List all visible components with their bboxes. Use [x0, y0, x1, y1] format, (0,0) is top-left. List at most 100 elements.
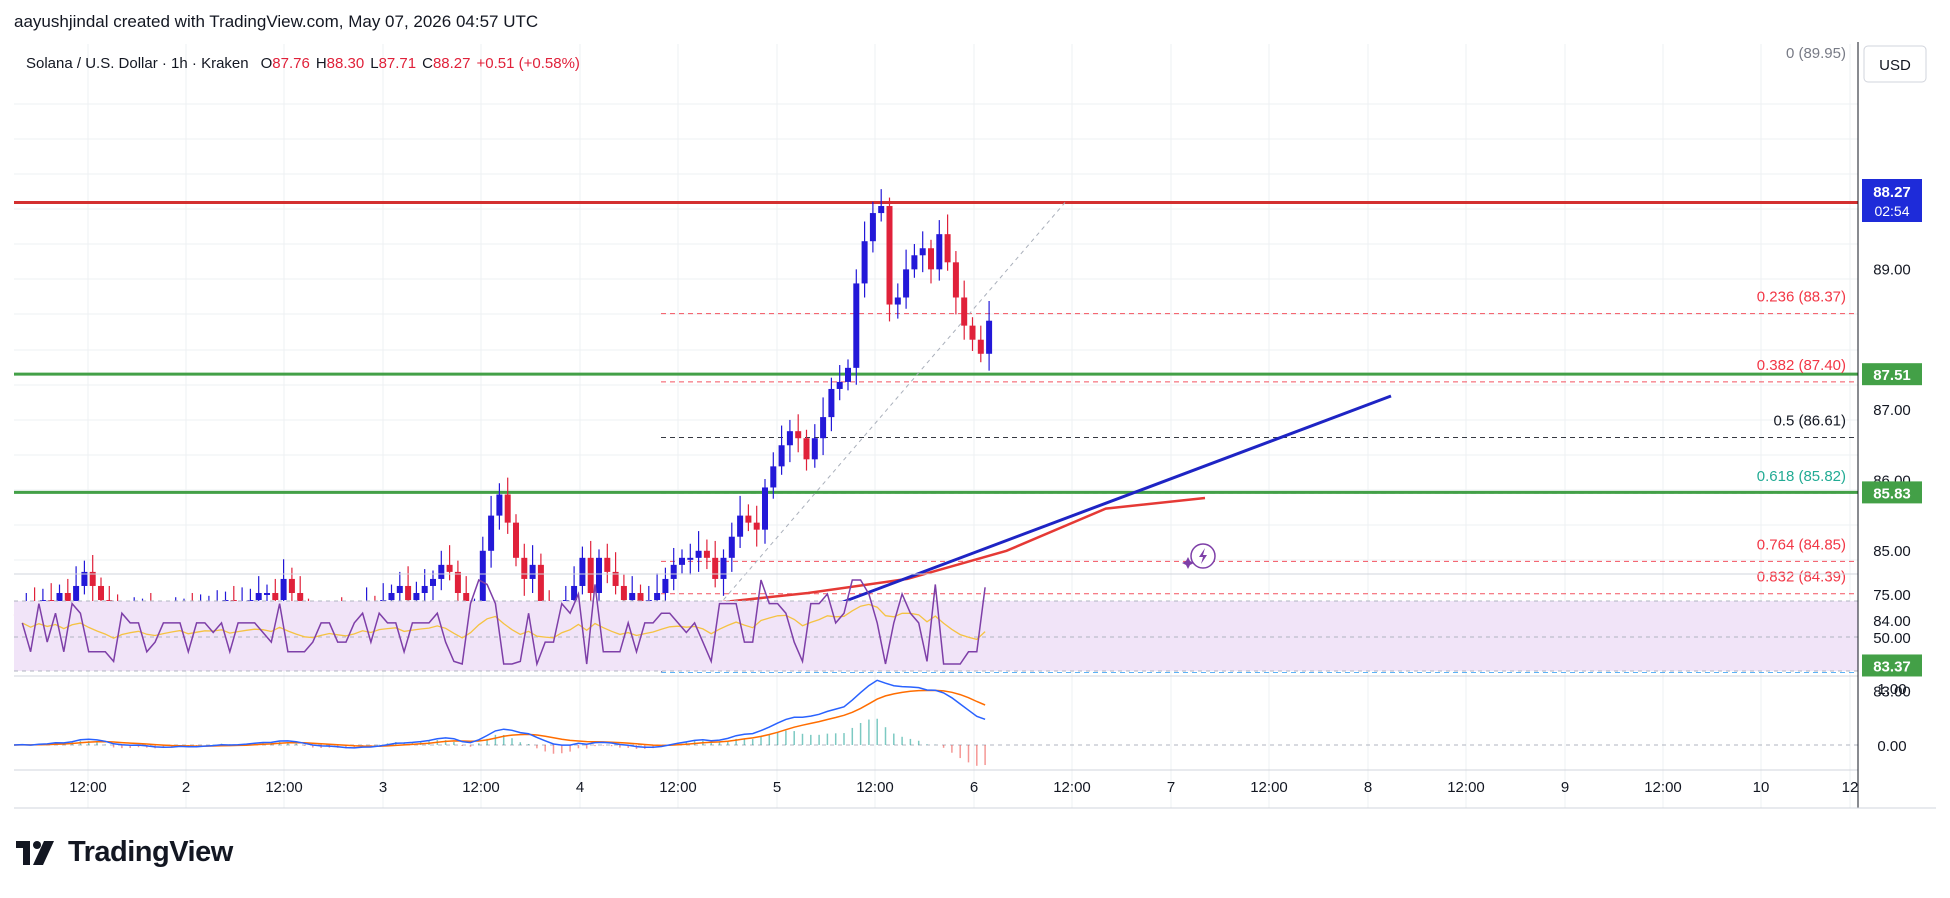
candle: [845, 367, 851, 382]
candle: [620, 585, 627, 601]
candle: [928, 248, 934, 270]
rsi-axis: 75.00 50.00: [1873, 587, 1911, 647]
candle: [886, 206, 893, 305]
candle: [604, 557, 611, 572]
rsi-tick-50: 50.00: [1873, 630, 1911, 647]
candle: [73, 585, 80, 608]
candle: [587, 557, 594, 594]
candle: [903, 269, 910, 298]
time-tick-label: 6: [970, 779, 978, 796]
time-tick-label: 12:00: [265, 779, 303, 796]
price-tick-label: 87.00: [1873, 402, 1911, 419]
legend-high: 88.30: [327, 55, 365, 72]
candle: [878, 206, 885, 214]
price-tick-label: 83.00: [1873, 684, 1911, 701]
fibonacci-labels: 0 (89.95) 0.236 (88.37) 0.382 (87.40) 0.5 (…: [1757, 45, 1846, 665]
time-tick-label: 8: [1364, 779, 1372, 796]
macd-signal-line: [13, 689, 986, 748]
time-tick-label: 12: [1842, 779, 1859, 796]
candle: [396, 585, 403, 594]
candle: [654, 593, 661, 601]
legend-change: +0.51 (+0.58%): [477, 55, 580, 72]
candle: [637, 593, 644, 608]
time-tick-label: 4: [576, 779, 584, 796]
time-tick-label: 12:00: [659, 779, 697, 796]
candle: [712, 557, 719, 579]
macd-histogram: [21, 718, 986, 766]
rsi-band: [14, 601, 1858, 671]
candle: [795, 431, 802, 439]
level-tag-bg: [1862, 363, 1922, 386]
legend-high-label: H: [316, 55, 327, 72]
tradingview-logo[interactable]: TradingView: [16, 836, 233, 869]
candle: [786, 431, 793, 446]
time-tick-label: 12:00: [1053, 779, 1091, 796]
time-tick-label: 5: [773, 779, 781, 796]
candle: [687, 557, 694, 560]
candle: [504, 494, 511, 523]
candle: [728, 536, 735, 558]
candles: [15, 189, 993, 653]
currency-label: USD: [1879, 57, 1911, 74]
time-tick-label: 9: [1561, 779, 1569, 796]
rsi-tick-75: 75.00: [1873, 587, 1911, 604]
price-tick-label: 85.00: [1873, 543, 1911, 560]
candle: [803, 438, 810, 460]
time-tick-label: 7: [1167, 779, 1175, 796]
candle: [529, 564, 536, 579]
price-tick-label: 89.00: [1873, 261, 1911, 278]
level-tag-label: 85.83: [1873, 485, 1911, 502]
candle: [911, 255, 918, 270]
candle: [695, 550, 702, 558]
time-tick-label: 12:00: [856, 779, 894, 796]
candle: [762, 487, 768, 530]
header-credit: aayushjindal created with TradingView.co…: [14, 12, 539, 31]
fib-level-label: 0.382 (87.40): [1757, 357, 1846, 374]
candle: [280, 578, 287, 601]
lightning-marker-icon[interactable]: [1182, 543, 1216, 569]
time-tick-label: 10: [1753, 779, 1770, 796]
candle: [836, 381, 843, 389]
time-tick-label: 12:00: [462, 779, 500, 796]
time-tick-label: 12:00: [1644, 779, 1682, 796]
level-tag-label: 87.51: [1873, 367, 1911, 384]
fib-level-label: 0.764 (84.85): [1757, 536, 1846, 553]
candle: [413, 593, 420, 601]
time-tick-label: 12:00: [1447, 779, 1485, 796]
fib-level-label: 0 (89.95): [1786, 45, 1846, 62]
fib-level-label: 0.618 (85.82): [1757, 468, 1846, 485]
candle: [496, 494, 503, 516]
fib-level-label: 0.832 (84.39): [1757, 569, 1846, 586]
current-price-tag: 88.27 02:54: [1862, 179, 1922, 222]
legend-low: 87.71: [379, 55, 417, 72]
candle: [828, 388, 835, 418]
macd-line: [13, 679, 986, 749]
candle: [454, 571, 461, 594]
candle: [770, 466, 777, 488]
time-tick-label: 12:00: [69, 779, 107, 796]
candle: [869, 213, 876, 242]
legend-low-label: L: [370, 55, 378, 72]
candle: [977, 339, 984, 354]
macd-tick-1: 1.00: [1877, 681, 1906, 698]
candle: [421, 585, 428, 594]
candle: [388, 593, 395, 601]
candle: [936, 234, 943, 270]
candle: [288, 578, 295, 594]
candle: [488, 515, 495, 551]
time-tick-label: 12:00: [1250, 779, 1288, 796]
candle: [264, 593, 270, 596]
time-axis[interactable]: 12:00 2 12:00 3 12:00 4 12:00 5 12:00 6 12:00 7 12:0…: [69, 779, 1858, 796]
legend-close: 88.27: [433, 55, 471, 72]
candle: [56, 593, 63, 608]
main-pane: 0 (89.95) 0.236 (88.37) 0.382 (87.40) 0.5 (…: [13, 45, 1858, 674]
candle: [537, 564, 544, 608]
candle: [430, 578, 436, 586]
candle: [969, 325, 976, 340]
legend-close-label: C: [422, 55, 433, 72]
candle: [479, 550, 486, 608]
candle: [753, 522, 760, 530]
candle: [64, 593, 71, 608]
